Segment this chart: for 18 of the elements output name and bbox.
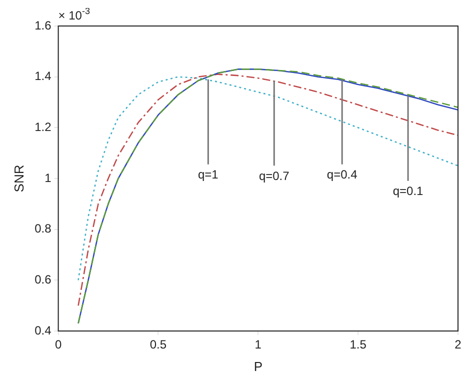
x-tick-label: 0.5: [150, 338, 167, 352]
y-tick-label: 1.6: [34, 18, 52, 32]
y-tick-label: 1.4: [34, 69, 52, 84]
x-tick-label: 2: [454, 338, 462, 352]
y-tick-label: 0.4: [34, 323, 52, 338]
y-tick-label: 1: [44, 170, 52, 185]
y-axis-title: SNR: [11, 164, 26, 192]
x-tick-label: 1: [254, 338, 262, 352]
x-tick-label: 0: [54, 338, 62, 352]
annotation: q=0.7: [258, 168, 290, 183]
y-tick-label: 1.2: [34, 120, 52, 134]
annotation: q=0.1: [392, 184, 424, 198]
y-tick-label: 0.6: [34, 272, 52, 286]
annotation: q=1: [198, 168, 219, 182]
annotation: q=0.4: [326, 168, 358, 182]
x-tick-label: 1.5: [350, 338, 367, 352]
x-axis-title: P: [254, 358, 262, 374]
y-tick-label: 0.8: [34, 222, 52, 236]
